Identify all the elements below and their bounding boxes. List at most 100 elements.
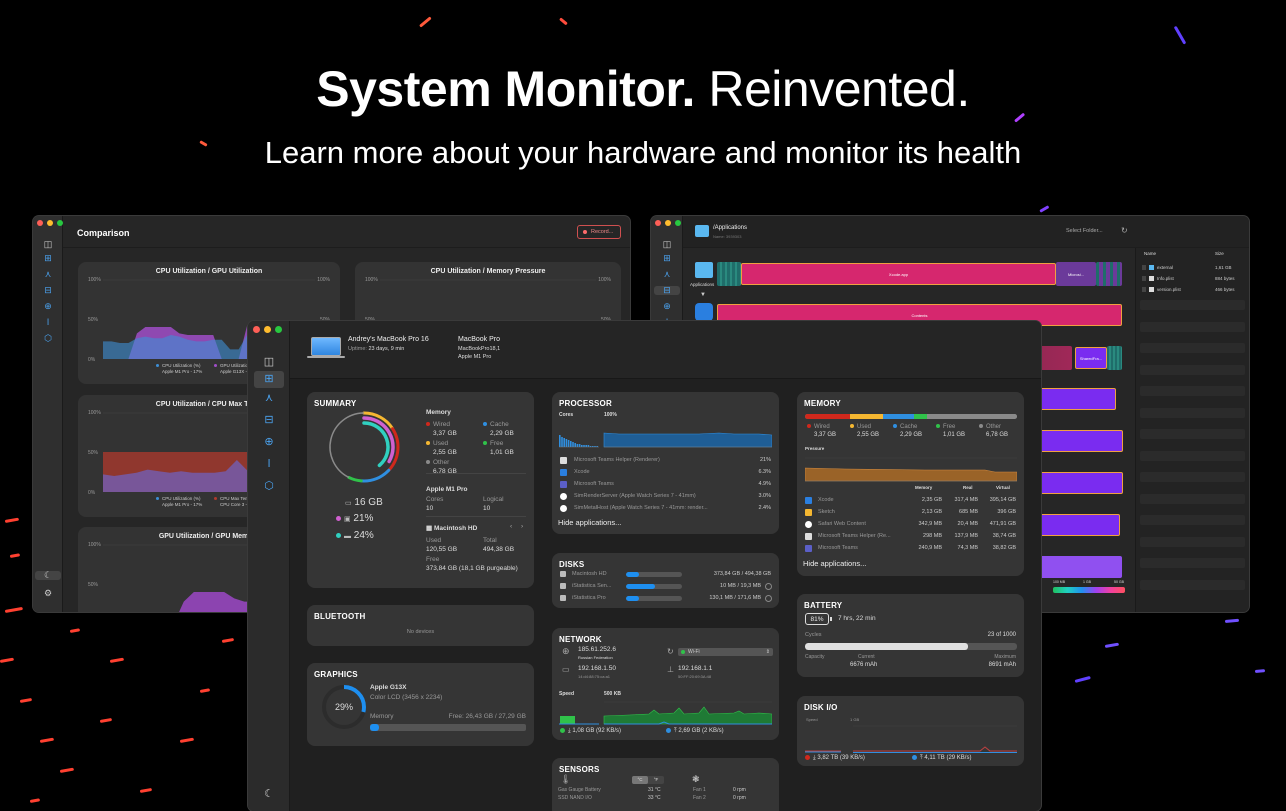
process-row[interactable]: SimRenderServer (Apple Watch Series 7 - …	[552, 492, 779, 502]
total-value: 494,38 GB	[483, 546, 514, 553]
sidebar-toggle-icon[interactable]: ◫	[654, 240, 680, 249]
treemap-block-sharedframeworks[interactable]: SharedFra...	[1075, 347, 1107, 369]
dashboard-icon[interactable]: ⊞	[35, 254, 61, 263]
column-memory[interactable]: Memory	[915, 485, 932, 490]
moon-icon[interactable]: ☾	[35, 571, 61, 580]
moon-icon[interactable]: ☾	[254, 789, 284, 800]
processor-icon[interactable]: ⋏	[654, 270, 680, 279]
battery-icon: 81%	[805, 613, 829, 625]
disk-row[interactable]: iStatistica Sen...10 MB / 19,3 MB	[552, 582, 779, 592]
scale-mid: 1 GB	[1083, 580, 1091, 584]
treemap-block[interactable]	[1107, 346, 1122, 370]
display-info: Color LCD (3456 x 2234)	[370, 694, 442, 701]
column-name[interactable]: Name	[1144, 251, 1156, 256]
file-icon	[1149, 276, 1154, 281]
next-disk-button[interactable]: ›	[521, 523, 523, 530]
process-row[interactable]: SimMetalHost (Apple Watch Series 7 - 41m…	[552, 504, 779, 514]
eject-icon[interactable]	[765, 583, 772, 590]
decorative-streak	[0, 658, 14, 663]
treemap-block[interactable]	[1096, 262, 1122, 286]
column-size[interactable]: Size	[1215, 251, 1224, 256]
cycles-label: Cycles	[805, 632, 822, 638]
local-ip: 192.168.1.50	[578, 665, 616, 672]
column-real[interactable]: Real	[963, 485, 973, 490]
thermometer-icon[interactable]: ǀ	[254, 459, 284, 470]
process-row[interactable]: Microsoft Teams Helper (Renderer)21%	[552, 456, 779, 466]
y-tick: 100%	[88, 542, 101, 548]
interface-select[interactable]: Wi-Fi⇕	[678, 648, 773, 656]
treemap-block-xcode[interactable]: Xcode.app	[741, 263, 1056, 285]
close-button[interactable]	[655, 220, 661, 226]
close-button[interactable]	[37, 220, 43, 226]
treemap-block[interactable]	[717, 262, 741, 286]
close-button[interactable]	[253, 326, 260, 333]
scale-max: 50 GB	[1114, 580, 1124, 584]
processor-icon[interactable]: ⋏	[254, 393, 284, 404]
eject-icon[interactable]	[765, 595, 772, 602]
folder-path: /Applications	[713, 225, 747, 231]
dashboard-icon[interactable]: ⊞	[654, 254, 680, 263]
router-ip: 192.168.1.1	[678, 665, 712, 672]
hide-applications-link[interactable]: Hide applications...	[558, 518, 621, 527]
dashboard-icon[interactable]: ⊞	[254, 371, 284, 388]
minimize-button[interactable]	[665, 220, 671, 226]
computer-icon: ▭	[562, 665, 570, 674]
network-icon[interactable]: ⊕	[254, 437, 284, 448]
core-bar	[588, 445, 590, 447]
zoom-button[interactable]	[675, 220, 681, 226]
disk-icon	[560, 595, 566, 601]
core-bar	[570, 441, 572, 447]
treemap-block[interactable]: Microsi...	[1056, 262, 1096, 286]
gear-icon[interactable]: ⚙	[35, 589, 61, 598]
zoom-button[interactable]	[275, 326, 282, 333]
app-icon	[805, 545, 812, 552]
processor-icon[interactable]: ⋏	[35, 270, 61, 279]
decorative-streak	[5, 518, 19, 523]
empty-row	[1140, 343, 1245, 353]
graphics-icon[interactable]: ⬡	[35, 334, 61, 343]
hide-applications-link[interactable]: Hide applications...	[803, 559, 866, 568]
celsius-option[interactable]: °C	[632, 776, 648, 784]
refresh-icon[interactable]: ↻	[1121, 226, 1128, 235]
decorative-streak	[200, 688, 210, 693]
download-icon: ⤓	[568, 728, 571, 734]
temperature-unit-toggle[interactable]: °C°F	[632, 776, 664, 784]
graphics-icon[interactable]: ⬡	[254, 481, 284, 492]
disk-icon[interactable]: ⊟	[654, 286, 680, 295]
fahrenheit-option[interactable]: °F	[648, 776, 664, 782]
gpu-memory-label: Memory	[370, 713, 393, 720]
expand-arrow-icon[interactable]: ▼	[700, 292, 706, 298]
network-icon[interactable]: ⊕	[654, 302, 680, 311]
empty-row	[1140, 300, 1245, 310]
thermometer-icon[interactable]: ǀ	[35, 318, 61, 327]
select-folder-button[interactable]: Select Folder...	[1066, 228, 1103, 234]
refresh-icon[interactable]: ↻	[667, 647, 674, 656]
sidebar-toggle-icon[interactable]: ◫	[35, 240, 61, 249]
prev-disk-button[interactable]: ‹	[510, 523, 512, 530]
network-icon[interactable]: ⊕	[35, 302, 61, 311]
record-button[interactable]: Record...	[577, 225, 621, 239]
column-virtual[interactable]: Virtual	[996, 485, 1010, 490]
disk-icon[interactable]: ⊟	[254, 415, 284, 426]
app-icon	[805, 509, 812, 516]
minimize-button[interactable]	[47, 220, 53, 226]
sidebar-toggle-icon[interactable]: ◫	[254, 357, 284, 368]
empty-row	[1140, 451, 1245, 461]
disk-icon[interactable]: ⊟	[35, 286, 61, 295]
minimize-button[interactable]	[264, 326, 271, 333]
